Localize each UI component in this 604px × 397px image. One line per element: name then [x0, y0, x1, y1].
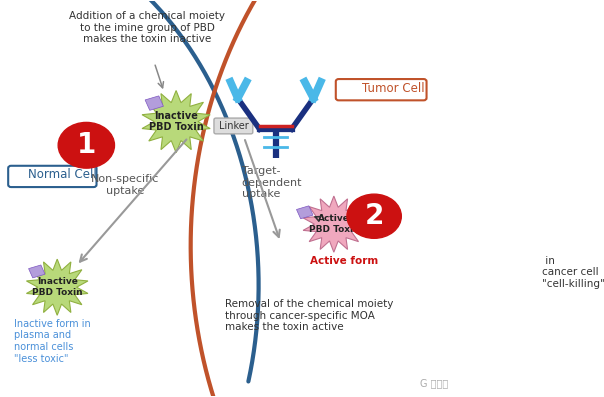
Text: 1: 1 [77, 131, 96, 159]
Text: Removal of the chemical moiety
through cancer-specific MOA
makes the toxin activ: Removal of the chemical moiety through c… [225, 299, 393, 332]
Polygon shape [28, 265, 45, 278]
Text: Active form: Active form [310, 256, 378, 266]
Polygon shape [142, 91, 210, 153]
FancyBboxPatch shape [8, 166, 97, 187]
Text: Tumor Cell: Tumor Cell [362, 82, 425, 94]
Polygon shape [27, 259, 88, 315]
Text: 2: 2 [364, 202, 384, 230]
Text: G 格隆汇: G 格隆汇 [420, 378, 448, 388]
Text: Inactive
PBD Toxin: Inactive PBD Toxin [32, 278, 83, 297]
FancyBboxPatch shape [214, 118, 253, 134]
Text: Active
PBD Toxin: Active PBD Toxin [309, 214, 359, 234]
Text: Addition of a chemical moiety
to the imine group of PBD
makes the toxin inactive: Addition of a chemical moiety to the imi… [69, 11, 225, 44]
FancyBboxPatch shape [336, 79, 426, 100]
Text: in
cancer cell
"cell-killing": in cancer cell "cell-killing" [542, 256, 604, 289]
Text: Target-
dependent
uptake: Target- dependent uptake [242, 166, 302, 199]
Circle shape [347, 194, 401, 238]
Text: Inactive
PBD Toxin: Inactive PBD Toxin [149, 111, 204, 133]
Text: Inactive form in
plasma and
normal cells
"less toxic": Inactive form in plasma and normal cells… [13, 319, 90, 364]
Polygon shape [145, 96, 164, 110]
Text: Non-specific
uptake: Non-specific uptake [91, 174, 159, 195]
Circle shape [58, 122, 115, 168]
Polygon shape [297, 206, 313, 219]
Text: Linker: Linker [219, 121, 248, 131]
Polygon shape [303, 196, 365, 252]
Text: Normal Cell: Normal Cell [28, 168, 97, 181]
